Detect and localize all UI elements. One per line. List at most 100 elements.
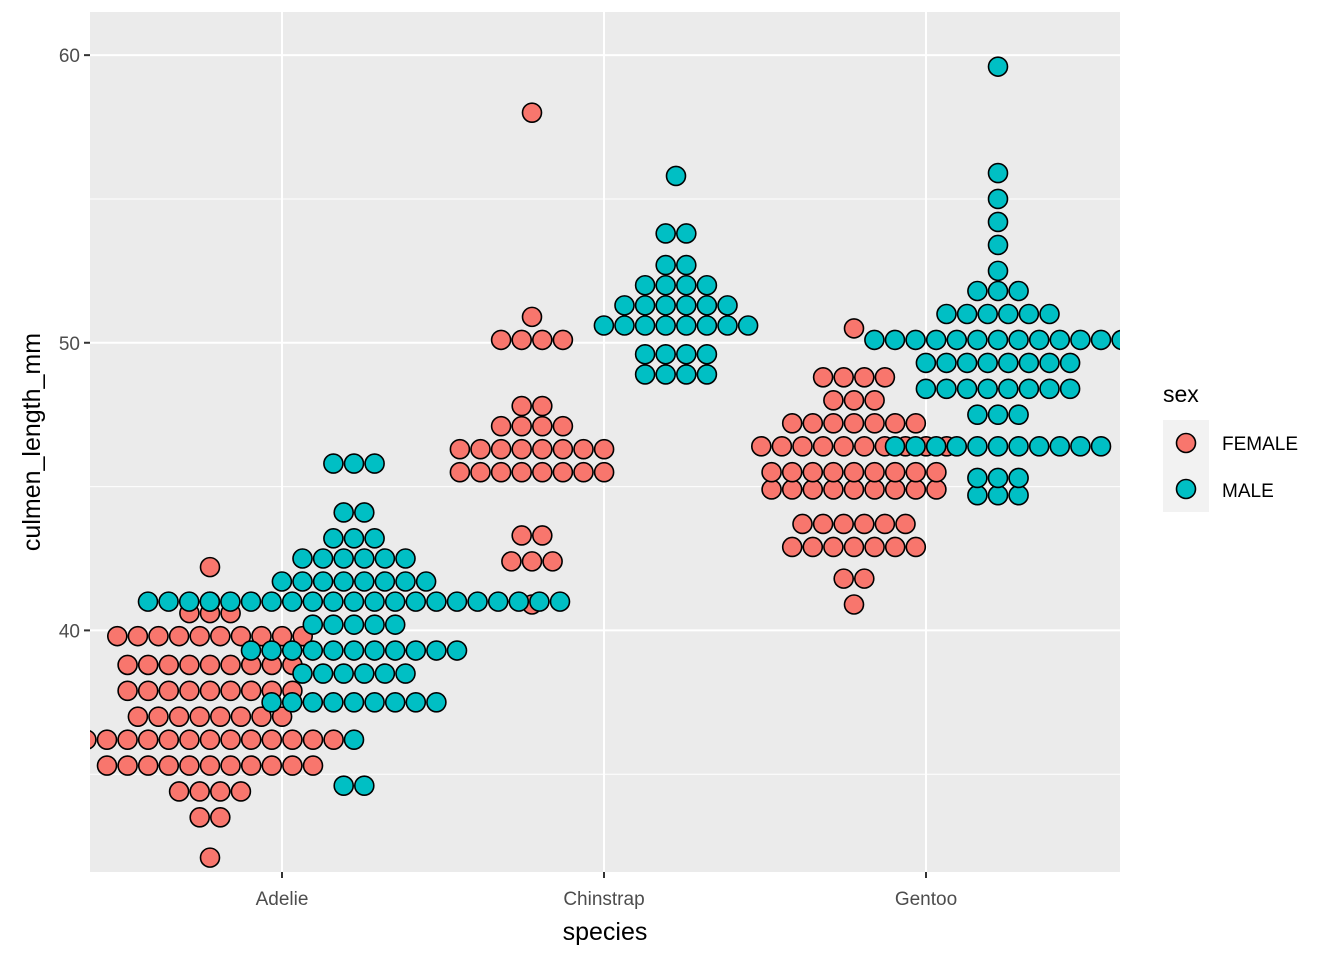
dot-female [542,551,563,572]
dot-male [1049,436,1071,457]
dot-female [884,479,906,500]
dot-female [802,536,824,558]
dot-female [220,755,241,776]
dot-male [1059,352,1081,374]
dot-male [1070,436,1091,457]
dot-male [343,528,365,549]
dot-female [895,513,916,535]
dot-male [997,378,1019,400]
dot-male [675,274,697,296]
dot-male [343,614,365,635]
dot-female [761,479,782,500]
dot-female [199,556,221,578]
dot-male [281,640,303,661]
dot-male [374,548,396,569]
x-tick-label: Chinstrap [563,889,644,910]
dot-male [614,295,635,316]
dot-female [240,755,262,776]
dot-female [864,461,885,483]
dot-male [1008,329,1029,351]
dot-male [353,775,375,797]
dot-female [531,415,553,437]
dot-female [843,594,865,615]
dot-female [781,461,803,483]
dot-female [573,461,594,483]
dot-male [364,528,385,549]
dot-male [364,640,385,661]
dot-male [292,571,313,592]
dot-male [178,591,200,612]
dot-male [655,254,677,276]
dot-female [750,436,772,457]
dot-male [655,223,677,244]
dot-female [282,729,303,750]
dot-male [936,378,957,400]
dot-female [843,461,865,483]
dot-male [1070,329,1091,351]
dot-female [137,755,159,776]
dot-female [853,568,875,589]
dot-female [168,706,190,727]
dot-male [987,404,1009,425]
dot-female [490,438,512,460]
dot-female [189,706,210,727]
dot-female [199,729,221,750]
dot-male [1039,352,1060,374]
dot-male [487,591,509,612]
dot-female [552,415,574,437]
y-tick-label: 40 [59,621,80,642]
dot-female [220,654,241,676]
dot-female [531,329,553,351]
dot-female [282,755,303,776]
dot-male [261,640,282,661]
dot-male [987,280,1009,302]
dot-male [384,591,406,612]
dot-male [634,343,656,365]
dot-male [364,614,385,635]
dot-male [696,364,718,385]
x-tick-label: Gentoo [895,889,957,910]
dot-female [843,413,865,434]
dot-female [511,395,533,417]
dot-female [261,755,283,776]
dot-female [240,680,262,702]
dot-male [655,274,677,296]
dot-male [1008,436,1029,457]
dot-male [997,352,1019,374]
dot-male [281,591,303,612]
dot-male [343,591,365,612]
dot-male [302,692,324,713]
dot-male [1018,303,1040,325]
dot-female [199,654,221,676]
dot-male [333,775,355,797]
dot-male [905,436,926,457]
dot-male [271,571,293,592]
dot-female [843,318,865,339]
dot-male [634,315,656,336]
dot-male [655,295,677,316]
dot-female [905,413,927,434]
dot-female [823,413,844,434]
dot-male [312,663,334,684]
dot-male [395,548,416,569]
dot-male [374,571,396,592]
dot-male [1049,329,1071,351]
dot-female [179,755,200,776]
dot-female [521,306,543,328]
dot-male [446,591,468,612]
dot-male [364,453,385,474]
dot-female [449,461,471,483]
y-tick-label: 50 [59,334,80,355]
dot-female [210,625,231,647]
dot-male [292,548,313,569]
dot-female [833,513,855,535]
dot-male [374,663,396,684]
dot-female [449,438,471,460]
dot-male [1039,303,1060,325]
dot-female [199,847,221,868]
dot-female [874,366,896,388]
dot-male [333,571,355,592]
dot-male [415,571,437,592]
dot-female [158,680,180,702]
